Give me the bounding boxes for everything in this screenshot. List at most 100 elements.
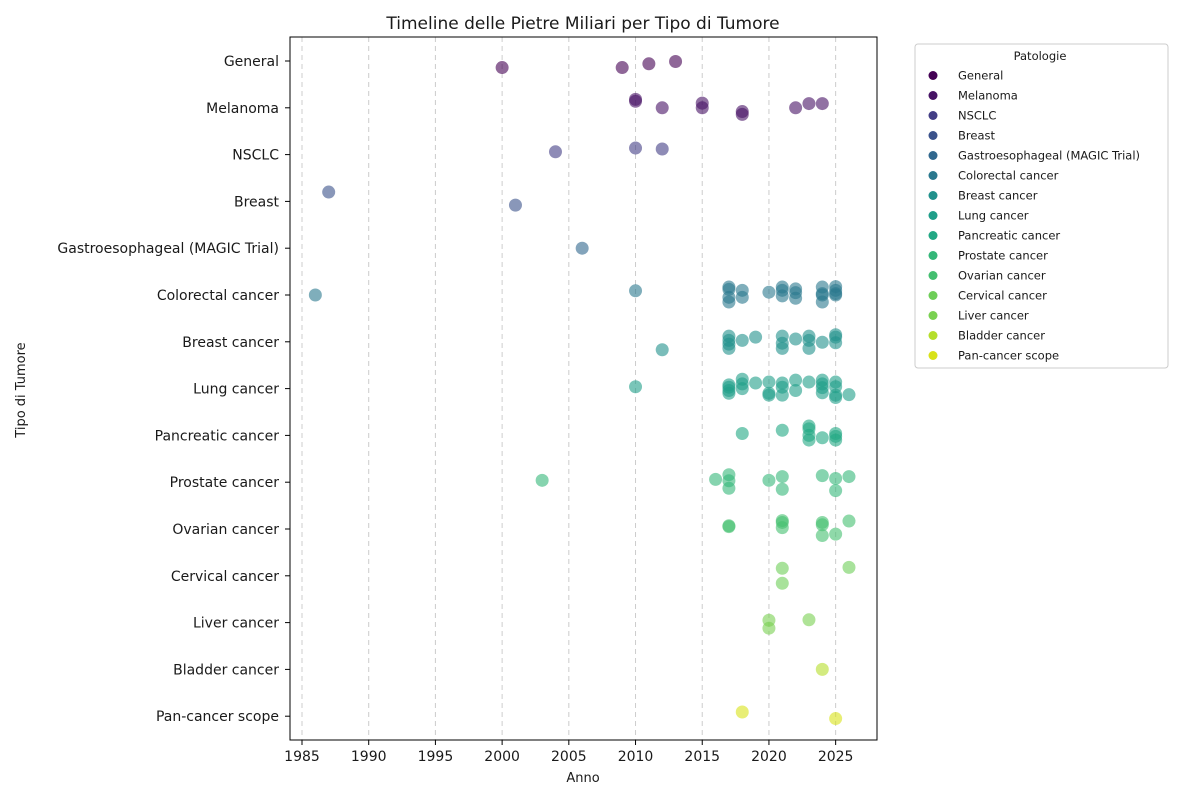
series-prostate-cancer <box>535 468 856 498</box>
data-point <box>762 473 776 487</box>
series-melanoma <box>629 92 829 121</box>
legend-marker <box>928 251 938 260</box>
data-point <box>629 284 643 298</box>
legend-item: Bladder cancer <box>928 329 1045 343</box>
legend-label: Melanoma <box>958 89 1018 103</box>
data-point <box>722 520 736 534</box>
data-point <box>775 341 789 355</box>
legend-marker <box>928 111 938 120</box>
data-point <box>535 473 549 487</box>
data-point <box>842 388 856 402</box>
data-point <box>775 482 789 496</box>
legend-marker <box>928 131 938 140</box>
data-point <box>829 471 843 485</box>
data-point <box>829 390 843 404</box>
y-tick-label: Colorectal cancer <box>157 288 279 304</box>
legend-item: Colorectal cancer <box>928 169 1059 183</box>
legend-label: Liver cancer <box>958 309 1029 323</box>
legend-item: Liver cancer <box>928 309 1029 323</box>
data-point <box>629 141 643 155</box>
data-point <box>842 470 856 484</box>
data-point <box>802 341 816 355</box>
legend-marker <box>928 91 938 100</box>
y-tick-label: Pan-cancer scope <box>156 709 279 725</box>
data-point <box>815 529 829 543</box>
data-point <box>775 423 789 437</box>
legend-label: Prostate cancer <box>958 249 1048 263</box>
x-tick-label: 1995 <box>418 749 454 765</box>
legend-marker <box>928 331 938 340</box>
y-tick-label: Cervical cancer <box>171 569 279 585</box>
legend-label: Bladder cancer <box>958 329 1045 343</box>
legend-item: Pan-cancer scope <box>928 349 1059 363</box>
legend-label: Pan-cancer scope <box>958 349 1059 363</box>
x-tick-label: 2010 <box>618 749 654 765</box>
series-cervical-cancer <box>775 560 856 590</box>
data-point <box>815 386 829 400</box>
x-tick-label: 2015 <box>684 749 720 765</box>
y-tick-label: Liver cancer <box>193 616 279 632</box>
data-point <box>508 198 522 212</box>
y-tick-label: Breast cancer <box>182 335 279 351</box>
y-axis: General Melanoma NSCLC Breast Gastroesophage… <box>57 54 290 725</box>
y-tick-label: Ovarian cancer <box>172 522 279 538</box>
legend-label: Ovarian cancer <box>958 269 1046 283</box>
legend-label: Gastroesophageal (MAGIC Trial) <box>958 149 1140 163</box>
legend-marker <box>928 211 938 220</box>
data-point <box>308 288 322 302</box>
data-point <box>762 621 776 635</box>
data-point <box>655 343 669 357</box>
legend-item: General <box>928 69 1003 83</box>
series-gastroesophageal-magic-trial- <box>575 241 589 255</box>
legend-title: Patologie <box>1014 49 1067 63</box>
y-tick-label: Lung cancer <box>193 382 279 398</box>
series-bladder-cancer <box>815 662 829 676</box>
y-tick-label: General <box>224 54 279 70</box>
data-point <box>749 376 763 390</box>
data-point <box>802 613 816 627</box>
data-point <box>802 375 816 389</box>
legend-marker <box>928 191 938 200</box>
legend-marker <box>928 151 938 160</box>
data-point <box>548 145 562 159</box>
data-point <box>575 241 589 255</box>
data-point <box>735 333 749 347</box>
x-tick-label: 1985 <box>284 749 320 765</box>
data-point <box>615 61 629 75</box>
data-point <box>815 295 829 309</box>
legend-frame <box>914 43 1169 369</box>
data-point <box>762 388 776 402</box>
data-point <box>829 433 843 447</box>
x-tick-label: 2000 <box>484 749 520 765</box>
data-point <box>775 576 789 590</box>
series-breast <box>322 185 522 212</box>
data-point <box>762 285 776 299</box>
x-tick-label: 2025 <box>818 749 854 765</box>
data-point <box>722 295 736 309</box>
legend: Patologie General Melanoma NSCLC Breast Gast… <box>914 43 1169 369</box>
legend-marker <box>928 271 938 280</box>
data-point <box>789 373 803 387</box>
data-points <box>308 54 856 726</box>
x-axis-title: Anno <box>566 771 599 786</box>
legend-label: Breast <box>958 129 995 143</box>
series-nsclc <box>548 141 669 159</box>
data-point <box>695 101 709 115</box>
data-point <box>815 335 829 349</box>
legend-item: Breast cancer <box>928 189 1038 203</box>
legend-item: NSCLC <box>928 109 996 123</box>
data-point <box>775 470 789 484</box>
legend-marker <box>928 291 938 300</box>
data-point <box>749 330 763 344</box>
y-axis-title: Tipo di Tumore <box>14 342 29 438</box>
legend-label: General <box>958 69 1003 83</box>
legend-items: General Melanoma NSCLC Breast Gastroesophage… <box>928 69 1140 363</box>
y-tick-label: Prostate cancer <box>170 475 280 491</box>
legend-item: Prostate cancer <box>928 249 1048 263</box>
data-point <box>735 705 749 719</box>
x-tick-label: 2005 <box>551 749 587 765</box>
legend-item: Gastroesophageal (MAGIC Trial) <box>928 149 1140 163</box>
data-point <box>669 54 683 68</box>
x-axis: 1985 1990 1995 2000 2005 2010 2015 2020 2025 <box>284 740 853 765</box>
